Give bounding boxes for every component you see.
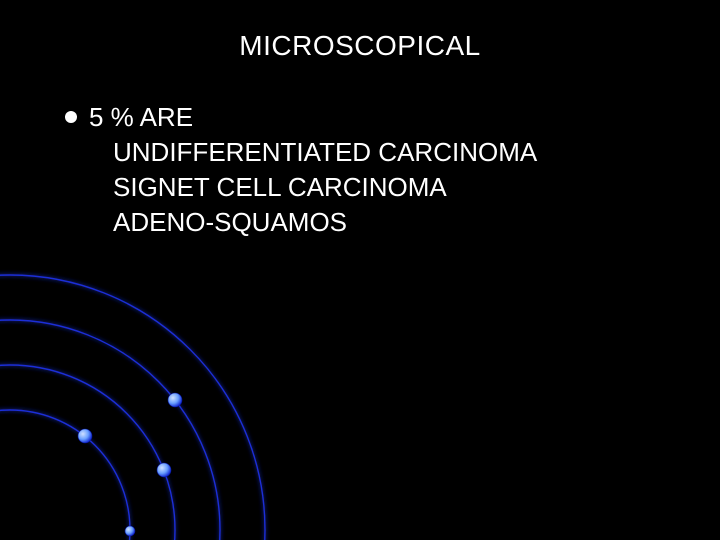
- slide-body: 5 % ARE UNDIFFERENTIATED CARCINOMA SIGNE…: [65, 100, 537, 240]
- bullet-subline: UNDIFFERENTIATED CARCINOMA: [113, 135, 537, 170]
- slide: MICROSCOPICAL 5 % ARE UNDIFFERENTIATED C…: [0, 0, 720, 540]
- bullet-item: 5 % ARE: [65, 100, 537, 135]
- bullet-lead-text: 5 % ARE: [89, 100, 193, 135]
- bullet-subline: SIGNET CELL CARCINOMA: [113, 170, 537, 205]
- bullet-icon: [65, 111, 77, 123]
- bullet-subline: ADENO-SQUAMOS: [113, 205, 537, 240]
- slide-title: MICROSCOPICAL: [0, 30, 720, 62]
